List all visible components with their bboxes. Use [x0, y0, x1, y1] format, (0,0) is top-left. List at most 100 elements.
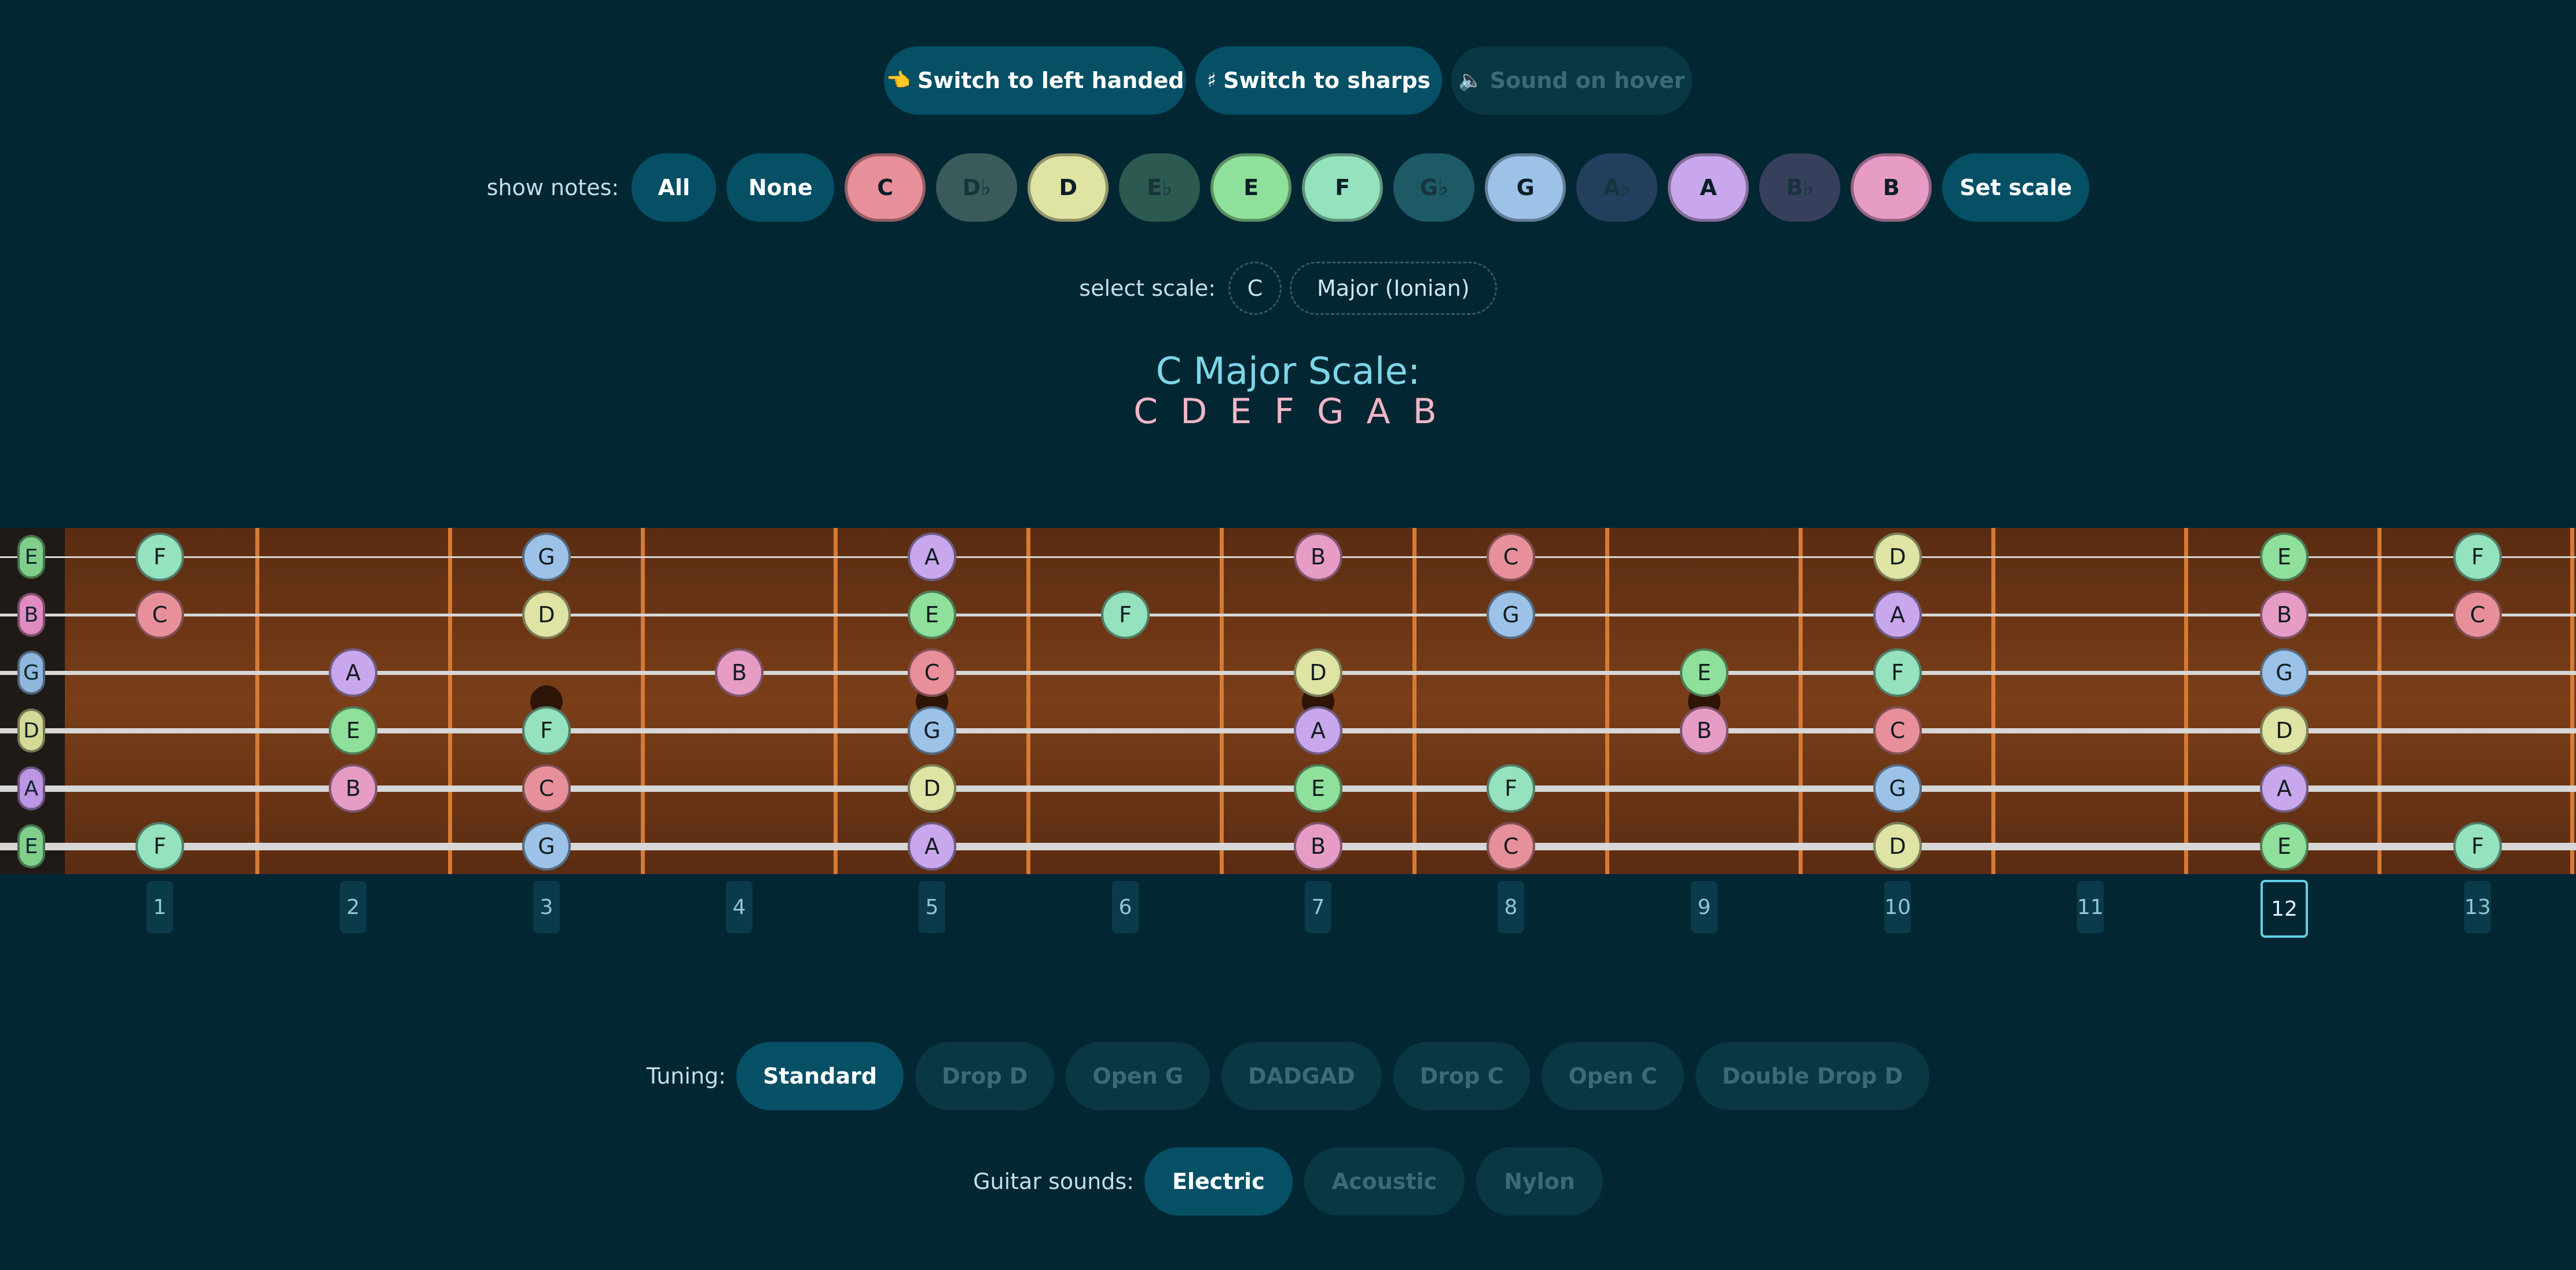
fret-note[interactable]: E	[2260, 822, 2309, 871]
fret-note[interactable]: C	[908, 648, 956, 697]
fret-note[interactable]: G	[908, 706, 956, 755]
fret-note[interactable]: D	[1294, 648, 1342, 697]
fret-number[interactable]: 9	[1691, 881, 1718, 933]
sound-on-hover-button[interactable]: 🔈 Sound on hover	[1451, 46, 1692, 115]
fret-note[interactable]: F	[2453, 533, 2502, 581]
set-scale-button[interactable]: Set scale	[1942, 153, 2090, 222]
fret-note[interactable]: F	[135, 822, 184, 871]
fret-note[interactable]: B	[1680, 706, 1729, 755]
fret-note[interactable]: D	[908, 764, 956, 813]
fret-wire	[448, 528, 452, 874]
fret-note[interactable]: C	[1487, 822, 1535, 871]
fret-note[interactable]: A	[1873, 590, 1922, 639]
fret-note[interactable]: F	[2453, 822, 2502, 871]
fret-note[interactable]: B	[1294, 533, 1342, 581]
fret-number[interactable]: 1	[146, 881, 173, 933]
fret-note[interactable]: F	[1487, 764, 1535, 813]
tuning-option-6[interactable]: Double Drop D	[1695, 1042, 1930, 1110]
fret-note[interactable]: C	[1487, 533, 1535, 581]
fret-note[interactable]: A	[1294, 706, 1342, 755]
scale-mode-select[interactable]: Major (Ionian)	[1290, 262, 1497, 315]
guitar-sound-option-1[interactable]: Acoustic	[1304, 1147, 1465, 1216]
string-name-label[interactable]: B	[17, 593, 45, 637]
fret-number[interactable]: 3	[533, 881, 560, 933]
fret-note[interactable]: A	[908, 822, 956, 871]
fret-note[interactable]: B	[715, 648, 764, 697]
fret-note[interactable]: E	[2260, 533, 2309, 581]
fret-note[interactable]: C	[522, 764, 571, 813]
fret-note[interactable]: A	[908, 533, 956, 581]
guitar-sound-option-0[interactable]: Electric	[1144, 1147, 1293, 1216]
fret-note[interactable]: B	[329, 764, 377, 813]
scale-key-select[interactable]: C	[1228, 262, 1282, 315]
fret-number[interactable]: 6	[1112, 881, 1139, 933]
fret-number[interactable]: 11	[2077, 881, 2104, 933]
fret-note[interactable]: B	[1294, 822, 1342, 871]
show-none-button[interactable]: None	[726, 153, 835, 222]
fret-number[interactable]: 12	[2261, 880, 2308, 938]
note-toggle-6[interactable]: G♭	[1393, 153, 1475, 222]
speaker-icon: 🔈	[1458, 69, 1483, 92]
fret-note[interactable]: D	[2260, 706, 2309, 755]
fret-number[interactable]: 7	[1305, 881, 1331, 933]
tuning-option-5[interactable]: Open C	[1542, 1042, 1684, 1110]
fret-note[interactable]: C	[135, 590, 184, 639]
tuning-option-1[interactable]: Drop D	[915, 1042, 1055, 1110]
fret-note[interactable]: F	[1873, 648, 1922, 697]
note-toggle-7[interactable]: G	[1485, 153, 1566, 222]
note-toggle-10[interactable]: B♭	[1759, 153, 1841, 222]
tuning-option-3[interactable]: DADGAD	[1221, 1042, 1382, 1110]
guitar-sound-option-2[interactable]: Nylon	[1476, 1147, 1603, 1216]
tuning-option-2[interactable]: Open G	[1066, 1042, 1210, 1110]
show-all-button[interactable]: All	[632, 153, 717, 222]
fret-note[interactable]: E	[1680, 648, 1729, 697]
note-toggle-1[interactable]: D♭	[936, 153, 1018, 222]
fret-note[interactable]: F	[135, 533, 184, 581]
fret-note[interactable]: B	[2260, 590, 2309, 639]
show-notes-row: show notes: All None C D♭ D E♭ E F G♭ G A♭ A B♭ B S…	[0, 153, 2576, 222]
string-name-label[interactable]: E	[17, 535, 45, 579]
tuning-option-4[interactable]: Drop C	[1393, 1042, 1531, 1110]
fret-note[interactable]: E	[1294, 764, 1342, 813]
note-toggle-9[interactable]: A	[1668, 153, 1749, 222]
fret-note[interactable]: G	[2260, 648, 2309, 697]
note-toggle-2[interactable]: D	[1028, 153, 1109, 222]
sharps-button[interactable]: ♯ Switch to sharps	[1195, 46, 1442, 115]
fret-note[interactable]: G	[522, 822, 571, 871]
fret-note[interactable]: G	[1873, 764, 1922, 813]
string-name-label[interactable]: A	[17, 766, 45, 810]
string-name-label[interactable]: E	[17, 824, 45, 868]
fret-note[interactable]: G	[522, 533, 571, 581]
scale-notes: C D E F G A B	[1133, 391, 1443, 432]
fret-note[interactable]: C	[1873, 706, 1922, 755]
note-toggle-5[interactable]: F	[1302, 153, 1384, 222]
fret-number[interactable]: 8	[1498, 881, 1524, 933]
fret-note[interactable]: E	[908, 590, 956, 639]
fret-number[interactable]: 4	[726, 881, 753, 933]
string-5	[0, 842, 2576, 850]
fret-note[interactable]: A	[329, 648, 377, 697]
fret-note[interactable]: F	[1101, 590, 1150, 639]
string-name-label[interactable]: D	[17, 709, 45, 753]
fret-note[interactable]: G	[1487, 590, 1535, 639]
note-toggle-3[interactable]: E♭	[1119, 153, 1201, 222]
string-name-label[interactable]: G	[17, 651, 45, 695]
note-toggle-0[interactable]: C	[845, 153, 926, 222]
fret-wire	[1991, 528, 1995, 874]
fret-note[interactable]: D	[1873, 822, 1922, 871]
fret-note[interactable]: D	[1873, 533, 1922, 581]
fret-number[interactable]: 2	[340, 881, 366, 933]
fret-note[interactable]: C	[2453, 590, 2502, 639]
fret-note[interactable]: E	[329, 706, 377, 755]
note-toggle-8[interactable]: A♭	[1576, 153, 1658, 222]
fret-note[interactable]: F	[522, 706, 571, 755]
fret-number[interactable]: 13	[2464, 881, 2491, 933]
fret-note[interactable]: D	[522, 590, 571, 639]
fret-note[interactable]: A	[2260, 764, 2309, 813]
fret-number[interactable]: 10	[1884, 881, 1911, 933]
note-toggle-11[interactable]: B	[1851, 153, 1932, 222]
left-handed-button[interactable]: 👈 Switch to left handed	[884, 46, 1186, 115]
fret-number[interactable]: 5	[919, 881, 945, 933]
note-toggle-4[interactable]: E	[1210, 153, 1292, 222]
tuning-option-0[interactable]: Standard	[736, 1042, 904, 1110]
